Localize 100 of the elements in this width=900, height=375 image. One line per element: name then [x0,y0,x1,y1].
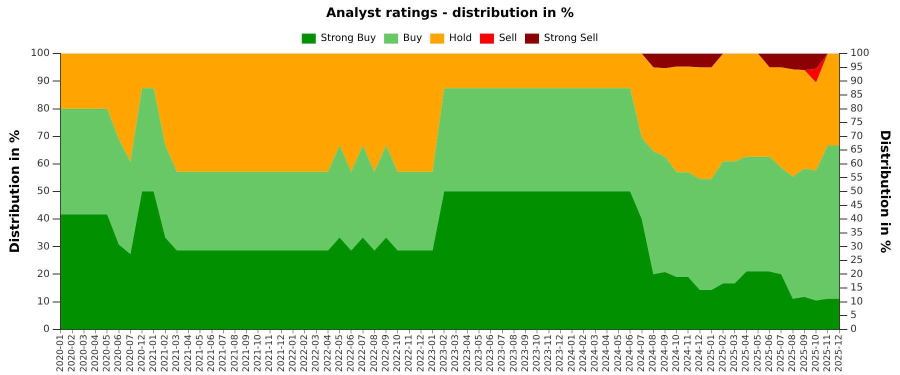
x-tick-label: 2023-03 [451,334,462,372]
y2-tick-label: 25 [850,255,864,266]
x-tick-label: 2025-04 [742,334,752,372]
y2-tick-label: 40 [850,214,864,225]
y-tick-label: 100 [30,48,50,60]
x-tick-label: 2020-05 [102,334,113,372]
x-tick-label: 2021-06 [207,334,218,372]
x-tick-label: 2023-06 [486,334,496,372]
x-tick-label: 2022-08 [370,334,380,372]
y2-tick-label: 60 [850,158,864,170]
x-tick-label: 2022-03 [312,334,322,372]
y-tick-label: 30 [36,241,50,252]
x-tick-label: 2023-08 [509,334,520,372]
x-tick-label: 2020-02 [68,334,78,372]
x-tick-label: 2022-10 [393,334,404,372]
x-tick-label: 2021-09 [242,334,252,372]
x-tick-label: 2020-01 [56,334,66,372]
x-tick-label: 2022-02 [300,334,310,372]
x-tick-label: 2025-03 [730,334,740,372]
x-tick-label: 2021-04 [184,334,194,372]
x-tick-label: 2023-01 [428,334,438,372]
y2-tick-label: 100 [850,48,870,60]
x-tick-label: 2020-07 [126,334,136,372]
y2-tick-label: 35 [850,227,864,238]
x-tick-label: 2022-04 [323,334,334,372]
x-tick-label: 2024-12 [695,334,706,372]
x-tick-label: 2024-08 [648,334,659,372]
x-tick-label: 2024-03 [590,334,601,372]
legend-label: Strong Buy [320,33,376,44]
x-tick-label: 2022-01 [288,334,298,372]
y-tick-label: 60 [36,158,50,170]
x-tick-label: 2024-10 [672,334,682,372]
y-tick-label: 0 [43,324,50,335]
x-tick-label: 2021-12 [276,334,287,372]
y-tick-label: 80 [36,103,50,114]
y2-tick-label: 50 [850,186,864,198]
x-tick-label: 2024-09 [660,334,670,372]
x-tick-label: 2023-09 [520,334,531,372]
legend-label: Strong Sell [544,33,598,44]
x-tick-label: 2025-11 [823,334,834,372]
legend-label: Hold [449,33,472,44]
x-tick-label: 2023-04 [462,334,473,372]
x-tick-label: 2025-02 [718,334,728,372]
x-tick-label: 2020-12 [137,334,148,372]
x-tick-label: 2021-05 [195,334,206,372]
x-tick-label: 2021-10 [254,334,264,372]
x-tick-label: 2022-07 [358,334,368,372]
y2-tick-label: 65 [850,144,864,156]
y2-tick-label: 0 [850,324,857,335]
y2-tick-label: 20 [850,268,864,280]
y2-tick-label: 15 [850,282,864,294]
x-tick-label: 2025-05 [753,334,764,372]
y2-tick-label: 95 [850,62,864,73]
x-tick-label: 2020-03 [79,334,90,372]
y-tick-label: 90 [36,76,50,87]
x-tick-label: 2021-01 [149,334,159,372]
x-tick-label: 2023-07 [498,334,508,372]
x-tick-label: 2022-12 [416,334,426,372]
x-tick-label: 2021-08 [230,334,240,372]
y2-tick-label: 70 [850,130,864,142]
y-tick-label: 40 [36,214,50,225]
x-tick-label: 2025-09 [800,334,810,372]
x-tick-label: 2020-04 [90,334,101,372]
legend-label: Sell [498,33,518,44]
x-tick-label: 2023-11 [544,334,554,372]
chart-title: Analyst ratings - distribution in % [326,6,574,22]
x-tick-label: 2021-11 [265,334,276,372]
x-tick-label: 2022-09 [381,334,392,372]
x-tick-label: 2024-04 [602,334,612,372]
x-tick-label: 2022-11 [404,334,415,372]
y2-tick-label: 30 [850,241,864,252]
x-tick-label: 2021-02 [160,334,171,372]
y-tick-label: 10 [36,296,50,308]
x-tick-label: 2025-12 [834,334,845,372]
x-tick-label: 2020-06 [114,334,124,372]
x-tick-label: 2024-01 [567,334,578,372]
x-tick-label: 2025-07 [776,334,787,372]
y2-tick-label: 45 [850,200,864,211]
y-tick-label: 50 [36,186,50,198]
x-tick-label: 2023-05 [474,334,484,372]
y2-tick-label: 85 [850,90,864,101]
x-tick-label: 2023-12 [556,334,566,372]
y-tick-label: 20 [36,268,50,280]
x-tick-label: 2024-11 [684,334,694,372]
x-tick-label: 2021-03 [172,334,182,372]
x-tick-label: 2025-01 [706,334,717,372]
x-tick-label: 2021-07 [218,334,229,372]
y2-tick-label: 75 [850,117,864,128]
x-tick-label: 2023-02 [440,334,450,372]
y-tick-label: 70 [36,130,50,142]
y2-tick-label: 10 [850,296,864,308]
y-axis-title: Distribution in % [8,130,24,254]
x-tick-label: 2023-10 [532,334,543,372]
x-tick-label: 2022-05 [334,334,345,372]
x-tick-label: 2024-06 [625,334,636,372]
legend-label: Buy [403,33,422,44]
x-tick-label: 2024-07 [637,334,648,372]
y2-tick-label: 5 [850,310,857,322]
x-tick-label: 2025-08 [788,334,798,372]
x-tick-label: 2024-02 [578,334,589,372]
